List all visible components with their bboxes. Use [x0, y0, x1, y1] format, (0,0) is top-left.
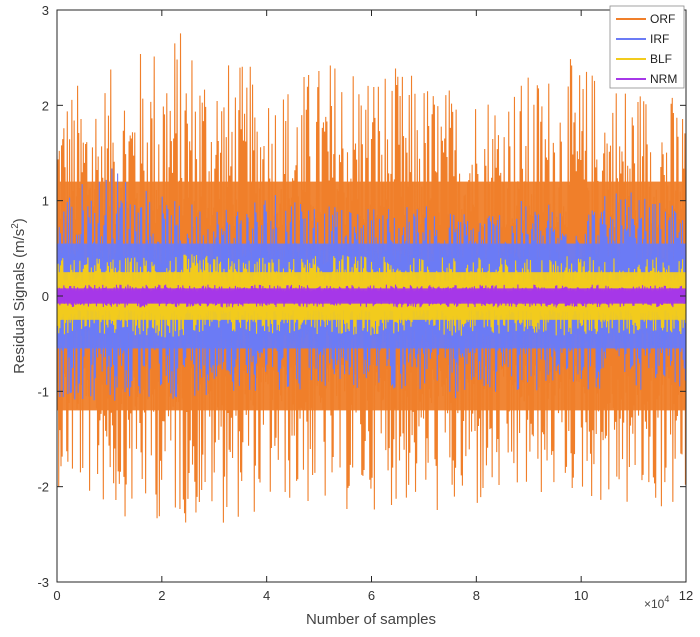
legend-label: BLF	[650, 52, 672, 66]
x-axis-exponent: ×104	[644, 594, 669, 611]
y-tick-label: -2	[37, 480, 49, 495]
y-tick-label: 0	[42, 289, 49, 304]
legend-entry-nrm: NRM	[616, 72, 677, 86]
x-tick-label: 4	[263, 588, 270, 603]
series-layer	[57, 33, 686, 523]
x-tick-label: 6	[368, 588, 375, 603]
legend-label: NRM	[650, 72, 677, 86]
legend-label: IRF	[650, 32, 669, 46]
x-tick-label: 8	[473, 588, 480, 603]
legend-entry-irf: IRF	[616, 32, 669, 46]
y-tick-label: -1	[37, 384, 49, 399]
x-tick-label: 2	[158, 588, 165, 603]
series-nrm	[57, 284, 686, 308]
y-tick-label: 3	[42, 3, 49, 18]
legend: ORF IRF BLF NRM	[609, 5, 685, 89]
legend-entry-orf: ORF	[616, 12, 675, 26]
legend-label: ORF	[650, 12, 675, 26]
legend-entry-blf: BLF	[616, 52, 672, 66]
x-tick-label: 12	[679, 588, 693, 603]
x-axis-label: Number of samples	[306, 611, 436, 628]
x-tick-label: 0	[53, 588, 60, 603]
y-tick-label: 1	[42, 194, 49, 209]
y-tick-label: 2	[42, 98, 49, 113]
y-axis-label: Residual Signals (m/s2)	[10, 218, 28, 374]
series-nrm-line	[57, 284, 686, 308]
y-tick-label: -3	[37, 575, 49, 590]
x-tick-label: 10	[574, 588, 588, 603]
